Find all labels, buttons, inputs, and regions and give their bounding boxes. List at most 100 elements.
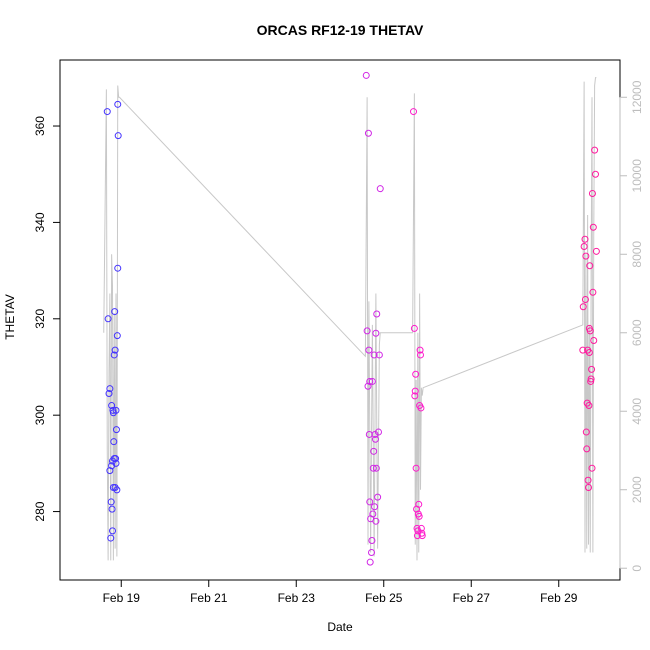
data-point [370,351,378,359]
data-point [114,264,122,272]
data-point [585,349,593,357]
data-point [111,346,119,354]
data-point [365,346,373,354]
data-point [110,351,118,359]
altitude-series-line [103,77,597,561]
data-point [371,435,379,443]
data-point [410,108,417,116]
y2-tick-label: 12000 [630,80,644,114]
altitude-line-layer [103,77,597,561]
data-point [366,498,374,506]
data-point [375,428,382,436]
data-point [108,505,116,513]
y2-tick-label: 0 [630,565,644,572]
series-rf14 [410,108,426,540]
y2-tick-label: 10000 [630,159,644,193]
data-point [592,247,600,255]
data-point [366,377,374,385]
data-point [371,430,379,438]
y-tick-label: 340 [33,212,47,232]
data-point [412,370,420,378]
x-axis-label: Date [327,620,353,634]
data-point [586,327,594,335]
data-point [370,447,378,455]
x-tick-label: Feb 23 [278,591,316,605]
y-axis-right: 0 2000 4000 6000 8000 10000 12000 [619,80,644,572]
data-point [415,512,423,520]
data-point [582,252,590,260]
data-point [372,517,380,525]
data-point [363,327,371,335]
data-point [362,71,370,79]
y2-tick-label: 8000 [630,241,644,268]
data-point [587,377,595,385]
data-point [106,467,114,475]
data-point [113,486,121,494]
data-point [411,392,419,400]
data-point [113,332,121,340]
data-point [580,243,588,251]
data-point [416,346,424,354]
data-point [109,527,116,535]
data-point [585,483,592,491]
data-point [417,524,425,532]
data-point [417,404,425,412]
data-point [590,336,598,344]
data-point [376,185,384,193]
y2-tick-label: 2000 [630,476,644,503]
y2-tick-label: 6000 [630,319,644,346]
y-tick-label: 300 [33,405,47,425]
series-rf13 [362,71,384,566]
data-point [410,324,418,332]
y2-tick-label: 4000 [630,398,644,425]
data-point [418,529,426,537]
data-point [579,303,587,311]
x-tick-label: Feb 21 [190,591,228,605]
data-point [581,235,589,243]
data-point [588,464,596,472]
series-rf12 [103,100,122,542]
x-tick-label: Feb 25 [365,591,403,605]
chart-title: ORCAS RF12-19 THETAV [257,22,424,38]
data-point [583,445,591,453]
data-point [112,459,120,467]
y-tick-label: 360 [33,116,47,136]
data-point [411,387,419,395]
data-point [585,402,593,410]
data-point [591,146,599,154]
data-point [371,503,379,511]
data-point [374,493,382,501]
data-point [369,464,377,472]
data-point [417,351,424,359]
data-point [114,132,122,140]
data-point [364,129,372,137]
data-point [104,315,112,323]
y-axis-label: THETAV [3,294,17,340]
x-tick-label: Feb 29 [540,591,578,605]
x-axis: Feb 19 Feb 21 Feb 23 Feb 25 Feb 27 Feb 29 [103,579,578,605]
data-point [107,534,115,542]
data-point [582,428,590,436]
data-points-layer [103,71,600,566]
data-point [109,406,117,414]
data-point [375,351,383,359]
data-point [108,402,116,410]
data-point [373,310,381,318]
data-point [415,500,423,508]
data-point [105,389,113,397]
y-tick-label: 320 [33,308,47,328]
data-point [588,365,596,373]
data-point [368,536,376,544]
data-point [112,426,120,434]
data-point [364,382,372,390]
data-point [584,476,592,484]
data-point [581,296,589,304]
data-point [114,100,122,108]
data-point [369,510,377,518]
data-point [588,189,596,197]
data-point [110,438,118,446]
data-point [103,108,111,116]
data-point [106,385,114,393]
